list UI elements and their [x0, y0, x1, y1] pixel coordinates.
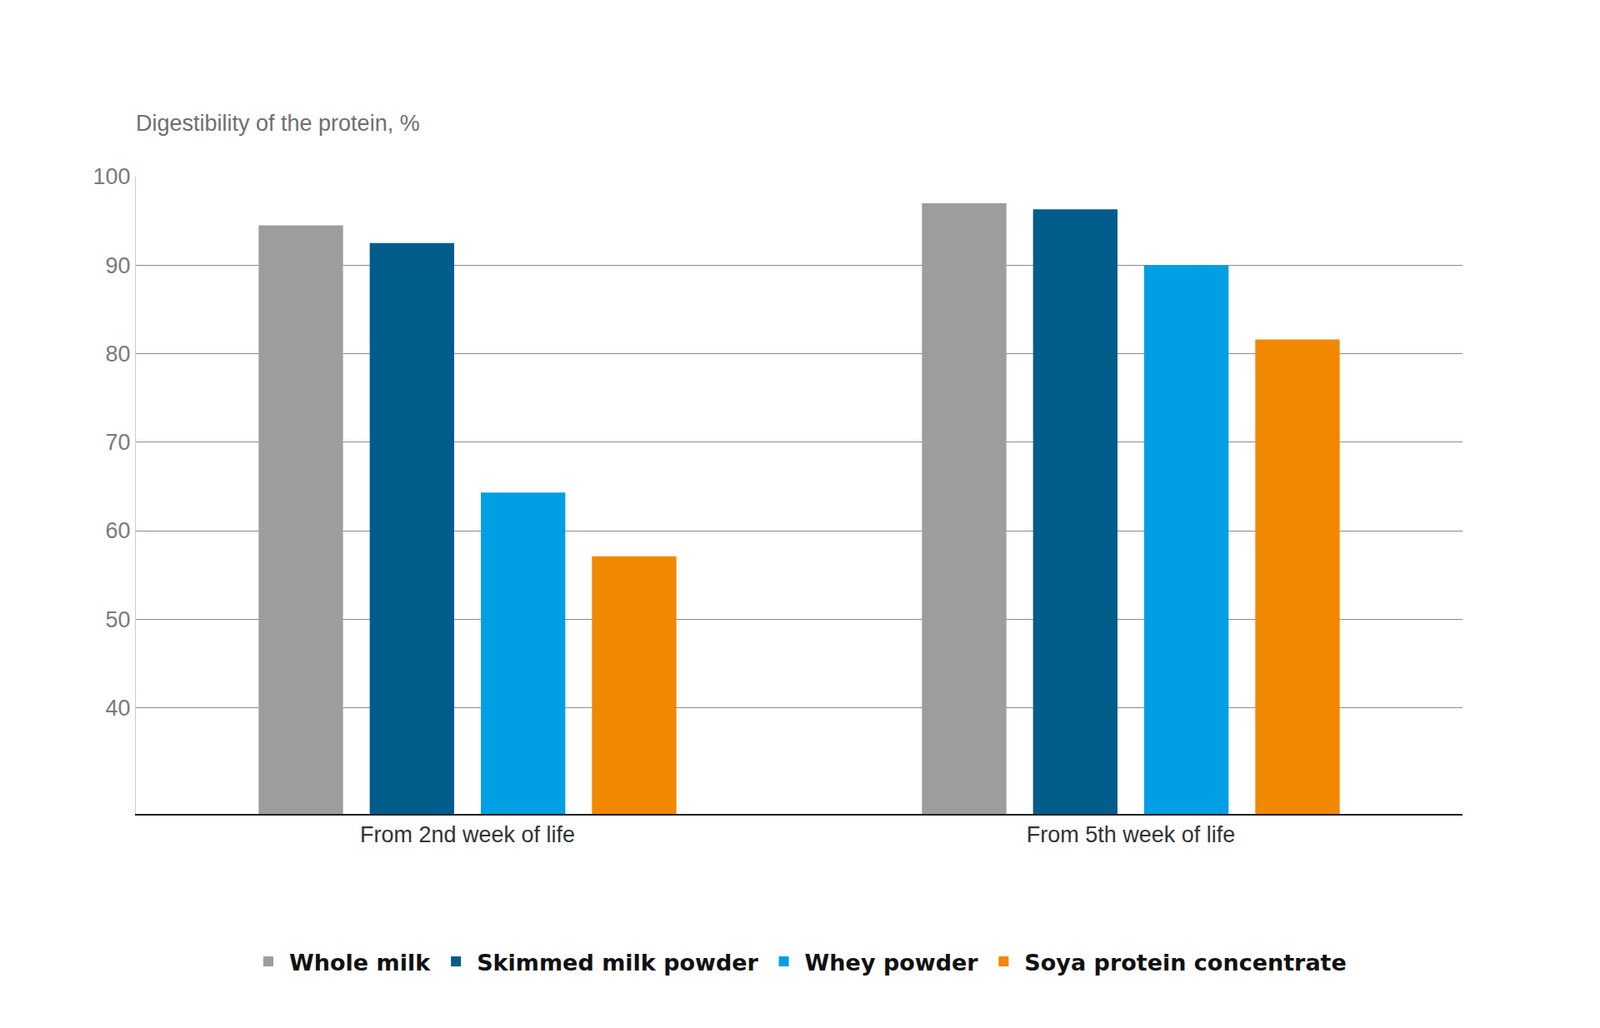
svg-text:Whey powder: Whey powder — [805, 950, 980, 976]
svg-text:60: 60 — [105, 518, 131, 544]
svg-text:50: 50 — [105, 607, 131, 633]
svg-text:100: 100 — [93, 164, 131, 190]
svg-text:40: 40 — [105, 695, 131, 721]
svg-text:90: 90 — [105, 253, 131, 279]
svg-text:Skimmed milk powder: Skimmed milk powder — [476, 950, 759, 976]
svg-text:Soya protein concentrate: Soya protein concentrate — [1024, 950, 1346, 976]
svg-text:Whole milk: Whole milk — [289, 950, 431, 976]
svg-text:From 5th week of life: From 5th week of life — [1026, 822, 1236, 848]
svg-text:From 2nd week of life: From 2nd week of life — [360, 822, 575, 848]
svg-text:Digestibility of the protein,: Digestibility of the protein, % — [135, 110, 420, 136]
svg-text:80: 80 — [105, 341, 131, 367]
svg-text:70: 70 — [105, 430, 131, 455]
